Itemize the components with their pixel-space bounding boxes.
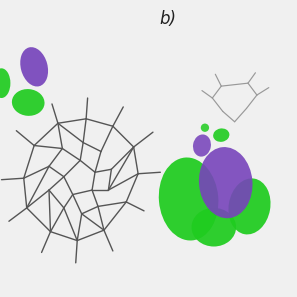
Ellipse shape [213,128,229,142]
Ellipse shape [193,135,211,157]
Ellipse shape [199,147,252,218]
Ellipse shape [228,178,271,234]
Text: b): b) [160,10,177,29]
Ellipse shape [0,68,10,98]
Ellipse shape [192,208,236,247]
Ellipse shape [12,89,45,116]
Ellipse shape [159,157,218,241]
Ellipse shape [201,124,209,132]
Ellipse shape [20,47,48,86]
